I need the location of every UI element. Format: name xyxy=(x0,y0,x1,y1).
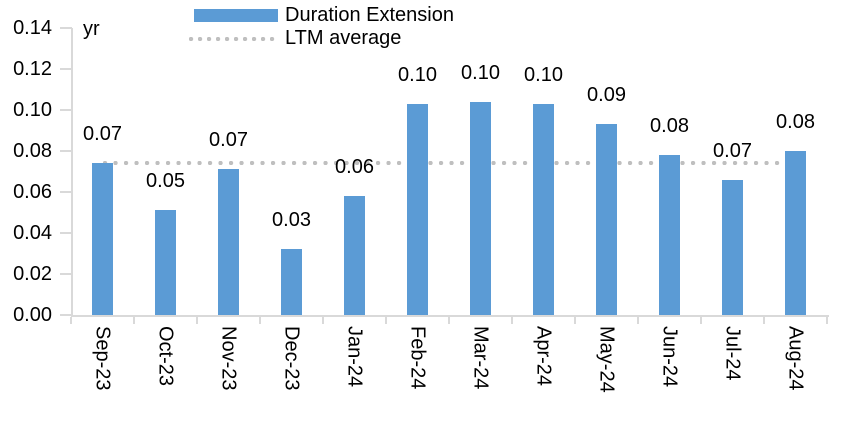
y-tick-mark xyxy=(60,191,72,193)
x-tick-mark xyxy=(826,317,828,324)
bar-aug-24 xyxy=(785,151,806,315)
bar-jun-24 xyxy=(659,155,680,315)
bar-sep-23 xyxy=(92,163,113,315)
legend-label-ltm-average: LTM average xyxy=(285,27,402,49)
bar-dec-23 xyxy=(281,249,302,315)
y-tick-label: 0.04 xyxy=(13,221,52,244)
bar-value-label: 0.08 xyxy=(776,111,815,133)
x-category-label: Jan-24 xyxy=(343,326,366,388)
x-category-label: Nov-23 xyxy=(217,326,240,391)
bar-value-label: 0.03 xyxy=(272,209,311,232)
y-tick-mark xyxy=(60,27,72,29)
x-tick-mark xyxy=(322,317,324,324)
x-category-label: May-24 xyxy=(595,326,618,393)
bar-value-label: 0.08 xyxy=(650,115,689,138)
bar-value-label: 0.05 xyxy=(146,170,185,193)
x-category-label: Oct-23 xyxy=(154,326,177,387)
y-tick-mark xyxy=(60,68,72,70)
x-tick-mark xyxy=(448,317,450,324)
bar-apr-24 xyxy=(533,103,554,315)
legend-swatch-box xyxy=(189,36,279,41)
dotted-line-swatch-icon xyxy=(189,36,279,41)
x-category-label: Mar-24 xyxy=(469,326,492,390)
x-category-label: Jun-24 xyxy=(658,326,681,388)
x-category-label: Jul-24 xyxy=(721,326,744,381)
chart-legend: Duration Extension LTM average xyxy=(189,4,454,50)
y-tick-label: 0.12 xyxy=(13,57,52,80)
y-tick-mark xyxy=(60,150,72,152)
bar-value-label: 0.10 xyxy=(461,61,500,84)
y-tick-mark xyxy=(60,109,72,111)
y-tick-label: 0.08 xyxy=(13,139,52,162)
bar-value-label: 0.10 xyxy=(524,63,563,86)
bar-nov-23 xyxy=(218,169,239,315)
bar-series-swatch-icon xyxy=(194,9,278,22)
x-category-label: Sep-23 xyxy=(91,326,114,391)
x-tick-mark xyxy=(511,317,513,324)
y-tick-mark xyxy=(60,232,72,234)
y-axis-line xyxy=(71,28,73,317)
legend-swatch-box xyxy=(189,9,279,22)
bar-value-label: 0.10 xyxy=(398,63,437,86)
bar-value-label: 0.07 xyxy=(209,129,248,152)
y-tick-label: 0.00 xyxy=(13,303,52,326)
bar-feb-24 xyxy=(407,103,428,315)
legend-label-duration-extension: Duration Extension xyxy=(285,4,454,26)
ltm-average-line xyxy=(102,161,796,166)
bar-mar-24 xyxy=(470,101,491,315)
bar-oct-23 xyxy=(155,210,176,315)
x-axis-line xyxy=(71,315,829,317)
x-tick-mark xyxy=(259,317,261,324)
y-tick-mark xyxy=(60,314,72,316)
x-tick-mark xyxy=(133,317,135,324)
x-tick-mark xyxy=(700,317,702,324)
y-tick-mark xyxy=(60,273,72,275)
bar-jul-24 xyxy=(722,179,743,315)
legend-item-ltm-average: LTM average xyxy=(189,27,454,50)
bar-may-24 xyxy=(596,124,617,315)
x-tick-mark xyxy=(70,317,72,324)
y-tick-label: 0.14 xyxy=(13,16,52,39)
x-tick-mark xyxy=(574,317,576,324)
legend-item-duration-extension: Duration Extension xyxy=(189,4,454,27)
bar-value-label: 0.09 xyxy=(587,84,626,107)
y-tick-label: 0.10 xyxy=(13,98,52,121)
bar-value-label: 0.07 xyxy=(713,139,752,162)
bar-value-label: 0.07 xyxy=(83,123,122,146)
x-category-label: Feb-24 xyxy=(406,326,429,390)
x-category-label: Aug-24 xyxy=(784,326,807,391)
bar-value-label: 0.06 xyxy=(335,156,374,179)
x-tick-mark xyxy=(385,317,387,324)
x-tick-mark xyxy=(763,317,765,324)
bar-jan-24 xyxy=(344,196,365,315)
x-category-label: Apr-24 xyxy=(532,326,555,387)
x-tick-mark xyxy=(637,317,639,324)
x-category-label: Dec-23 xyxy=(280,326,303,391)
x-tick-mark xyxy=(196,317,198,324)
y-axis-unit-label: yr xyxy=(83,18,100,40)
y-tick-label: 0.06 xyxy=(13,180,52,203)
y-tick-label: 0.02 xyxy=(13,262,52,285)
